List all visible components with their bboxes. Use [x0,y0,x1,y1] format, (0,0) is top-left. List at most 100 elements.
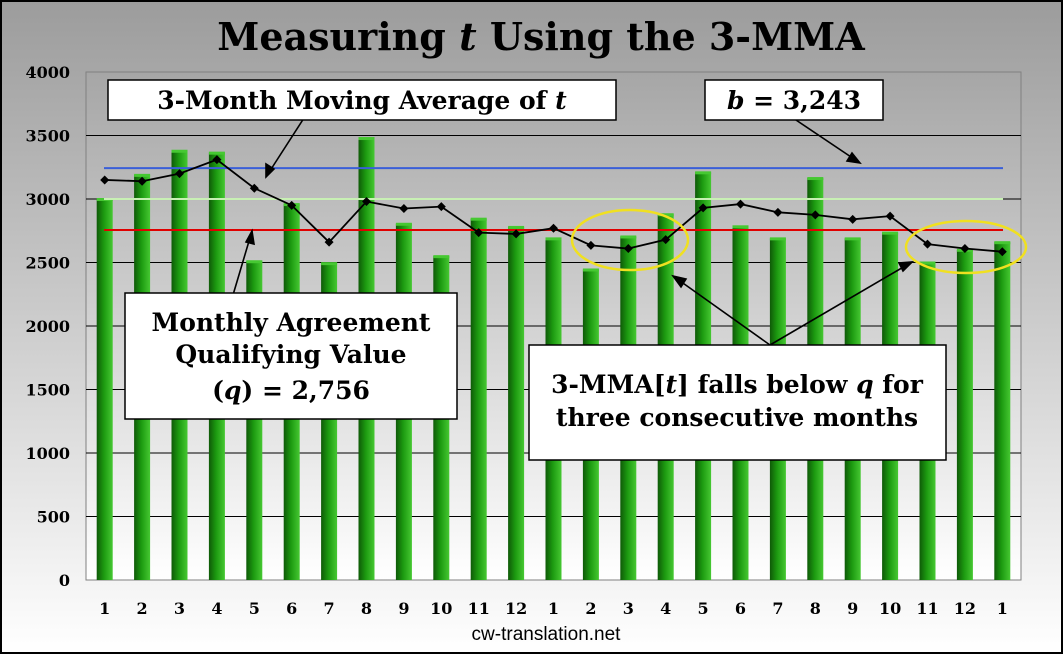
arrowhead-falls-right [897,261,915,273]
q-label-line-2: Qualifying Value [175,340,406,369]
bar-top [433,255,450,259]
bar-top [732,225,749,229]
moving-average-point [698,203,708,213]
x-tick-label: 10 [430,599,452,618]
falls-label-line-1: 3-MMA[t] falls below q for [551,370,924,399]
moving-average-point [249,183,259,193]
moving-average-point [960,244,970,254]
moving-average-point [810,210,820,220]
moving-average-point [137,176,147,186]
bar-top [807,177,824,181]
moving-average-point [549,223,558,233]
x-tick-label: 4 [211,599,222,618]
x-tick-label: 5 [249,599,260,618]
arrowhead-mma [265,162,276,179]
q-label-line-1: Monthly Agreement [152,308,431,337]
bar-top [358,137,375,141]
bar [96,199,113,580]
moving-average-point [399,204,409,214]
x-tick-label: 3 [174,599,185,618]
moving-average-series [100,155,1007,257]
x-tick-label: 6 [735,599,746,618]
bar-top [769,237,786,241]
b-label: b = 3,243 [727,86,861,115]
arrow-b [792,117,861,164]
moving-average-point [436,202,446,212]
q-label-line-3: (q) = 2,756 [212,376,370,405]
moving-average-point [923,239,932,249]
x-tick-label: 1 [548,599,559,618]
moving-average-point [511,229,521,239]
x-tick-label: 1 [99,599,110,618]
bar-top [508,225,525,229]
moving-average-point [100,175,110,185]
bar-top [994,241,1011,245]
bar [956,249,973,581]
annotation-arrows [232,117,915,346]
x-tick-label: 8 [361,599,372,618]
x-tick-label: 2 [585,599,596,618]
falls-label-box [528,344,947,461]
highlight-ellipse-2 [904,219,1028,275]
arrowhead-b [845,151,862,165]
x-tick-label: 11 [916,599,938,618]
y-tick-label: 3000 [25,190,70,209]
y-tick-label: 3500 [25,127,70,146]
x-tick-label: 12 [954,599,976,618]
arrowhead-falls-left [671,274,688,289]
x-tick-label: 9 [398,599,409,618]
bar [994,242,1011,580]
y-tick-label: 500 [37,508,70,527]
moving-average-point [586,240,596,250]
moving-average-point [287,200,297,210]
moving-average-point [997,247,1007,257]
x-tick-label: 5 [698,599,709,618]
x-tick-label: 7 [324,599,335,618]
credit-text: cw-translation.net [472,624,622,645]
x-tick-label: 9 [847,599,858,618]
y-tick-label: 0 [59,571,70,590]
y-tick-label: 4000 [25,63,70,82]
bar-top [620,235,637,239]
bar-top [134,173,151,177]
y-tick-label: 2500 [25,254,70,273]
x-tick-label: 4 [660,599,671,618]
bar-top [919,261,936,265]
moving-average-point [848,214,858,224]
bar-top [545,237,562,241]
bar [508,226,525,580]
highlight-ellipse-1 [570,208,690,272]
bar-top [882,231,899,235]
bar-top [208,151,225,155]
chart-title: Measuring t Using the 3-MMA [217,14,865,59]
bar-top [695,171,712,175]
chart-title-var: t [459,14,477,59]
x-tick-label: 1 [997,599,1008,618]
bar-top [395,222,412,226]
x-tick-label: 2 [137,599,148,618]
chart-title-suffix: Using the 3-MMA [477,14,866,59]
moving-average-point [474,228,484,238]
moving-average-point [623,244,633,254]
bar-top [171,149,188,153]
y-tick-label: 1500 [25,381,70,400]
arrow-falls-right [769,261,913,346]
moving-average-point [773,207,783,217]
moving-average-point [212,155,222,165]
x-tick-label: 11 [468,599,490,618]
x-tick-label: 10 [879,599,901,618]
chart-title-prefix: Measuring [217,14,459,59]
bar-top [657,213,674,217]
x-tick-label: 8 [810,599,821,618]
moving-average-point [736,199,745,209]
bar-top [321,262,338,266]
bar-top [582,268,599,272]
x-tick-label: 12 [505,599,527,618]
moving-average-point [324,237,334,247]
x-tick-label: 6 [286,599,297,618]
y-tick-label: 1000 [25,444,70,463]
y-tick-label: 2000 [25,317,70,336]
bar-top [470,217,487,221]
falls-label-line-2: three consecutive months [556,403,918,432]
bar-top [246,260,263,264]
